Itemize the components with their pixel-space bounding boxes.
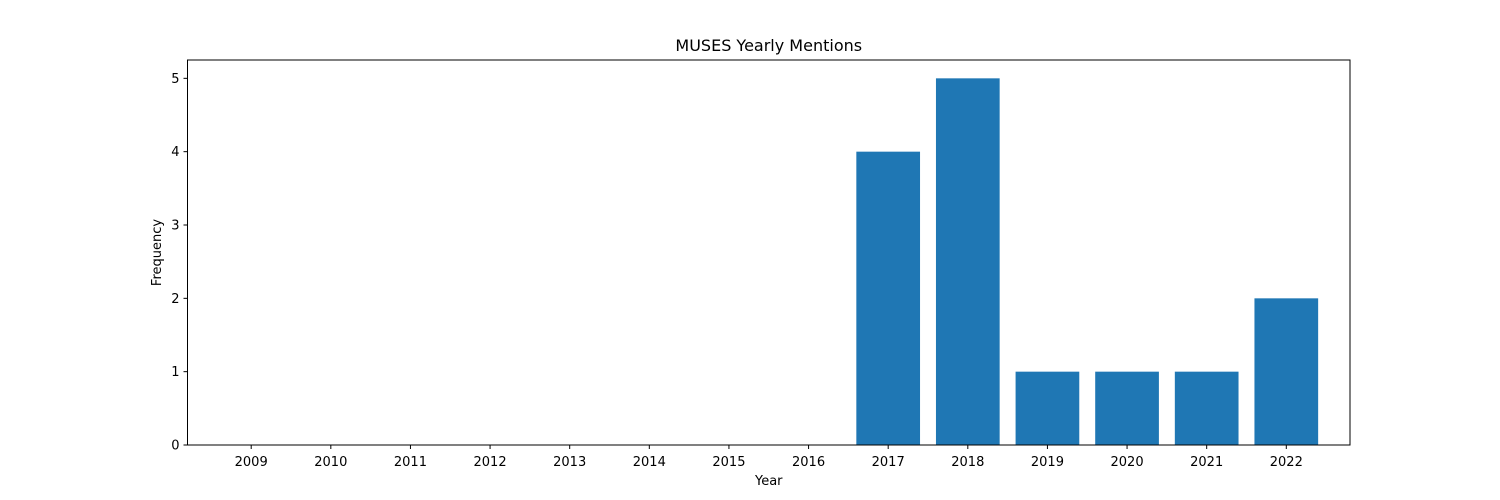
bars-group bbox=[856, 78, 1319, 445]
x-axis-label: Year bbox=[754, 474, 783, 489]
y-axis: 0 1 2 3 4 5 bbox=[171, 72, 188, 454]
y-axis-label: Frequency bbox=[150, 219, 165, 286]
bar-2021 bbox=[1174, 371, 1239, 445]
y-tick-label-5: 5 bbox=[171, 72, 179, 87]
x-tick-label-2019: 2019 bbox=[1031, 455, 1064, 470]
bar-2018 bbox=[935, 78, 1000, 445]
x-tick-label-2013: 2013 bbox=[553, 455, 586, 470]
y-tick-label-0: 0 bbox=[171, 439, 179, 454]
y-tick-label-1: 1 bbox=[171, 365, 179, 380]
bar-2020 bbox=[1095, 371, 1159, 445]
plot-frame bbox=[187, 59, 1351, 446]
y-tick-label-2: 2 bbox=[171, 292, 179, 307]
bar-2017 bbox=[856, 151, 921, 445]
bar-2022 bbox=[1254, 298, 1319, 445]
y-tick-label-3: 3 bbox=[171, 219, 179, 234]
x-tick-label-2017: 2017 bbox=[872, 455, 905, 470]
x-tick-label-2021: 2021 bbox=[1190, 455, 1223, 470]
x-tick-label-2016: 2016 bbox=[792, 455, 825, 470]
x-tick-label-2018: 2018 bbox=[951, 455, 984, 470]
x-tick-label-2010: 2010 bbox=[314, 455, 347, 470]
x-tick-label-2014: 2014 bbox=[633, 455, 666, 470]
x-tick-label-2022: 2022 bbox=[1270, 455, 1303, 470]
x-tick-label-2009: 2009 bbox=[235, 455, 268, 470]
chart-title: MUSES Yearly Mentions bbox=[675, 36, 862, 55]
x-axis: 2009 2010 2011 2012 2013 2014 2015 2016 2017 2018… bbox=[235, 445, 1303, 470]
y-tick-label-4: 4 bbox=[171, 145, 179, 160]
x-tick-label-2020: 2020 bbox=[1111, 455, 1144, 470]
x-tick-label-2015: 2015 bbox=[712, 455, 745, 470]
x-tick-label-2012: 2012 bbox=[474, 455, 507, 470]
bar-2019 bbox=[1015, 371, 1080, 445]
x-tick-label-2011: 2011 bbox=[394, 455, 427, 470]
